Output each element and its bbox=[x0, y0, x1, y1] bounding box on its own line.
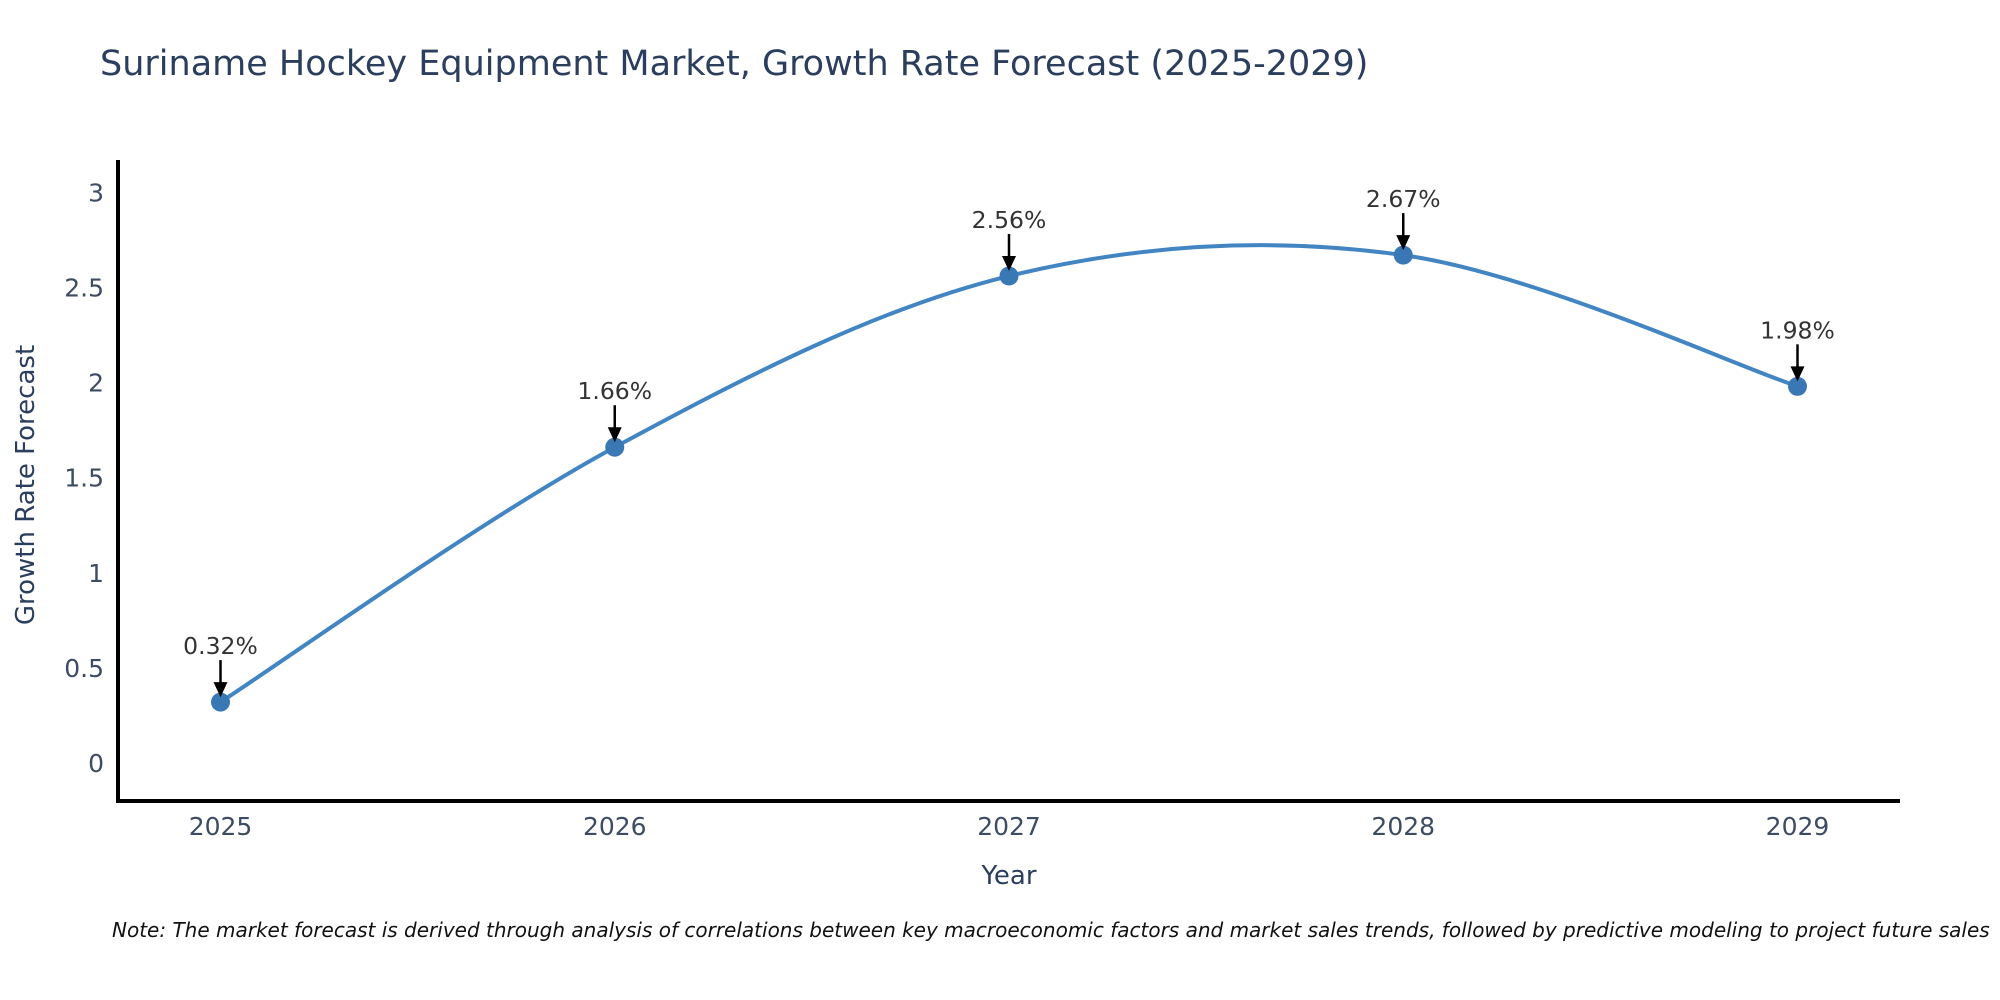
y-tick-label: 0 bbox=[88, 749, 104, 778]
point-value-label: 1.66% bbox=[577, 377, 652, 405]
trend-line bbox=[218, 243, 1800, 705]
chart-title: Suriname Hockey Equipment Market, Growth… bbox=[100, 44, 1369, 84]
y-tick-label: 1.5 bbox=[64, 464, 104, 493]
annotation-arrow-head bbox=[1002, 256, 1016, 272]
annotation-arrow-head bbox=[1396, 235, 1411, 251]
y-tick-label: 0.5 bbox=[64, 654, 104, 683]
x-tick-label: 2029 bbox=[1766, 812, 1830, 841]
point-value-label: 0.32% bbox=[183, 632, 258, 660]
annotation-arrow-head bbox=[213, 682, 228, 698]
axes-spines bbox=[116, 160, 1900, 803]
x-tick-label: 2026 bbox=[583, 812, 647, 841]
x-tick-label: 2027 bbox=[977, 812, 1041, 841]
point-annotations: 0.32% 1.66% 2.56% 2.67% 1.98% bbox=[183, 185, 1835, 698]
y-axis-tick-labels: 0 0.5 1 1.5 2 2.5 3 bbox=[64, 178, 104, 778]
y-tick-label: 3 bbox=[88, 178, 104, 207]
data-point-marker bbox=[1393, 245, 1413, 265]
y-axis-title: Growth Rate Forecast bbox=[11, 345, 41, 625]
data-point-marker bbox=[999, 266, 1019, 286]
y-tick-label: 1 bbox=[88, 559, 104, 588]
x-tick-label: 2028 bbox=[1371, 812, 1435, 841]
axis-spine bbox=[116, 160, 1900, 803]
annotation-arrow-head bbox=[607, 427, 622, 443]
y-tick-label: 2 bbox=[88, 369, 104, 398]
point-value-label: 1.98% bbox=[1760, 316, 1835, 344]
y-tick-label: 2.5 bbox=[64, 273, 104, 302]
x-axis-title: Year bbox=[980, 861, 1036, 891]
point-value-label: 2.56% bbox=[972, 206, 1047, 234]
data-points bbox=[211, 245, 1807, 712]
footnote: Note: The market forecast is derived thr… bbox=[112, 918, 1990, 942]
x-tick-label: 2025 bbox=[189, 812, 253, 841]
data-point-marker bbox=[211, 692, 231, 712]
x-axis-tick-labels: 2025 2026 2027 2028 2029 bbox=[189, 812, 1830, 841]
data-point-marker bbox=[1787, 376, 1807, 396]
point-value-label: 2.67% bbox=[1366, 185, 1441, 213]
annotation-arrow-head bbox=[1790, 366, 1805, 382]
data-point-marker bbox=[605, 437, 625, 457]
